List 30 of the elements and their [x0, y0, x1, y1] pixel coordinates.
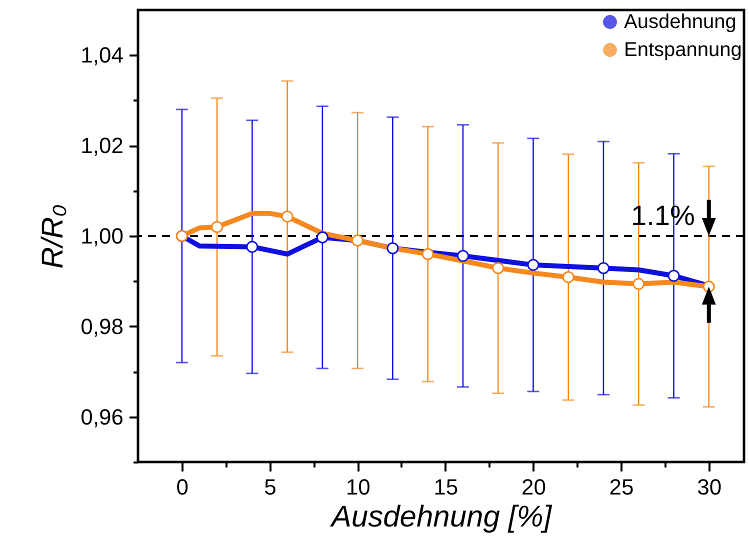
x-tick-label: 20 — [521, 474, 546, 500]
point — [422, 248, 434, 260]
point — [632, 278, 645, 290]
point — [352, 234, 364, 247]
x-tick-label: 0 — [176, 474, 189, 500]
point — [668, 270, 680, 282]
point — [211, 220, 224, 233]
point — [456, 250, 469, 262]
y-tick-label: 0,96 — [80, 404, 124, 430]
point — [316, 231, 328, 244]
x-tick-label: 25 — [609, 474, 634, 500]
x-axis-title: Ausdehnung [%] — [329, 500, 552, 534]
point — [281, 210, 294, 223]
x-tick-label: 5 — [264, 474, 276, 500]
x-tick-label: 30 — [697, 474, 722, 500]
point — [386, 242, 399, 254]
y-axis-title: R/R₀ — [36, 204, 70, 269]
point — [527, 258, 540, 271]
point — [597, 262, 610, 274]
y-tick-label: 1,04 — [80, 42, 124, 68]
point — [246, 240, 258, 253]
point — [562, 271, 574, 284]
legend-label: Ausdehnung — [624, 11, 736, 33]
legend-label: Entspannung — [624, 39, 742, 61]
x-tick-label: 10 — [346, 474, 370, 500]
y-tick-label: 1,02 — [80, 133, 124, 158]
y-tick-label: 0,98 — [80, 314, 124, 339]
x-tick-label: 15 — [434, 474, 458, 500]
point — [492, 262, 504, 274]
y-tick-label: 1,00 — [80, 224, 124, 248]
